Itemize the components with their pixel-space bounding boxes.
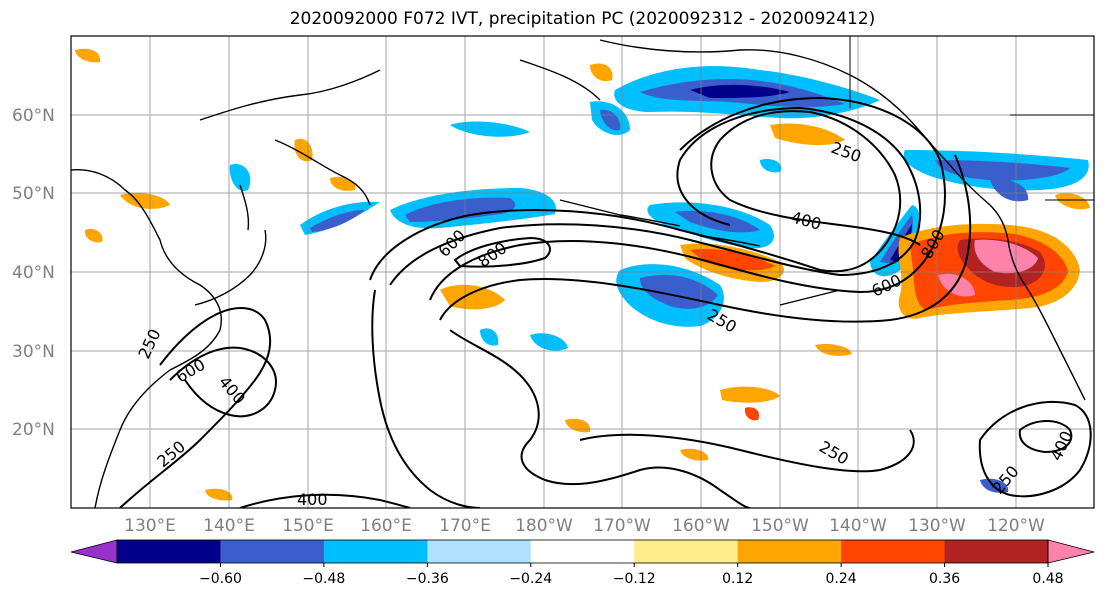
colorbar-tick-label: −0.60: [199, 571, 242, 587]
lon-label-170e: 170°E: [439, 516, 491, 536]
colorbar-tick-label: −0.48: [302, 571, 345, 587]
lon-label-160e: 160°E: [360, 516, 412, 536]
lon-label-150w: 150°W: [751, 516, 809, 536]
colorbar-segment: [634, 540, 739, 563]
colorbar-tick-label: 0.48: [1032, 571, 1063, 587]
lon-label-180w: 180°W: [515, 516, 573, 536]
colorbar-segment: [944, 540, 1049, 563]
colorbar-tick-label: −0.36: [406, 571, 449, 587]
longitude-labels: 130°E 140°E 150°E 160°E 170°E 180°W 170°…: [124, 516, 1045, 536]
graticule: [71, 36, 1094, 508]
latitude-labels: 60°N 50°N 40°N 30°N 20°N: [12, 106, 55, 440]
map-frame: [70, 35, 1095, 509]
colorbar-segment: [117, 540, 221, 563]
ivt-contours: [119, 96, 1092, 508]
colorbar-tick-label: −0.24: [509, 571, 552, 587]
lon-label-140e: 140°E: [203, 516, 255, 536]
colorbar-min-extension: [71, 540, 117, 563]
coastlines: [71, 39, 1086, 508]
lon-label-150e: 150°E: [282, 516, 334, 536]
lat-label-60n: 60°N: [12, 106, 55, 126]
colorbar-segment: [737, 540, 842, 563]
map-title: 2020092000 F072 IVT, precipitation PC (2…: [289, 9, 876, 29]
lon-label-160w: 160°W: [672, 516, 730, 536]
colorbar-segment: [427, 540, 532, 563]
lon-label-130w: 130°W: [908, 516, 966, 536]
lat-label-30n: 30°N: [12, 342, 55, 362]
lon-label-140w: 140°W: [829, 516, 887, 536]
colorbar-tick-label: 0.36: [929, 571, 960, 587]
lon-label-130e: 130°E: [124, 516, 176, 536]
colorbar-tick-label: 0.12: [722, 571, 753, 587]
lon-label-120w: 120°W: [987, 516, 1045, 536]
colorbar-segment: [323, 540, 428, 563]
precip-negative-shading: [229, 66, 1089, 493]
colorbar-tick-label: −0.12: [613, 571, 656, 587]
borders: [849, 36, 1094, 201]
precip-positive-shading: [75, 48, 1090, 501]
colorbar-segment: [530, 540, 635, 563]
ivt-label: 400: [297, 490, 328, 509]
colorbar-segment: [841, 540, 946, 563]
lat-label-20n: 20°N: [12, 420, 55, 440]
lon-label-170w: 170°W: [593, 516, 651, 536]
colorbar-max-extension: [1048, 540, 1094, 563]
colorbar-segment: [220, 540, 325, 563]
colorbar: −0.60 −0.48 −0.36 −0.24 −0.12 0.12 0.24 0.36 0.4…: [70, 539, 1095, 587]
lat-label-50n: 50°N: [12, 184, 55, 204]
lat-label-40n: 40°N: [12, 263, 55, 283]
colorbar-tick-label: 0.24: [826, 571, 857, 587]
